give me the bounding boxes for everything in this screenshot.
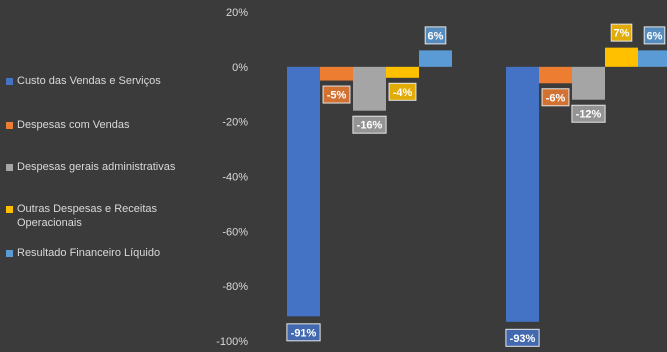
data-label: 6% xyxy=(647,30,663,42)
legend-swatch xyxy=(6,250,13,257)
data-label: -5% xyxy=(327,90,347,102)
bar xyxy=(572,66,605,100)
data-label-box xyxy=(505,328,540,347)
data-label-box xyxy=(643,26,666,45)
bar xyxy=(638,50,667,67)
data-label-box xyxy=(286,323,321,342)
legend-item: Despesas com Vendas xyxy=(6,118,130,132)
data-label-box xyxy=(424,26,447,45)
legend-label: Outras Despesas e Receitas Operacionais xyxy=(17,203,158,229)
data-label-box xyxy=(571,104,606,123)
legend-swatch xyxy=(6,164,13,171)
legend-label: Despesas com Vendas xyxy=(17,119,130,131)
data-label: -16% xyxy=(357,120,383,132)
data-label-box xyxy=(541,88,570,107)
legend-item: Despesas gerais administrativas xyxy=(6,160,175,174)
data-label-box xyxy=(610,23,633,42)
data-label: -91% xyxy=(291,327,317,339)
legend-label: Custo das Vendas e Serviços xyxy=(17,75,161,87)
bar xyxy=(539,66,572,84)
legend-item: Resultado Financeiro Líquido xyxy=(6,246,160,260)
data-label: -12% xyxy=(576,109,602,121)
data-label: -4% xyxy=(393,87,413,99)
data-label-box xyxy=(352,115,387,134)
data-label: -6% xyxy=(546,92,566,104)
legend-swatch xyxy=(6,206,13,213)
data-label: -93% xyxy=(510,333,536,345)
legend-item: Outras Despesas e Receitas Operacionais xyxy=(6,202,206,230)
legend-swatch xyxy=(6,78,13,85)
legend-item: Custo das Vendas e Serviços xyxy=(6,74,161,88)
bar xyxy=(419,50,452,67)
legend-swatch xyxy=(6,122,13,129)
bar xyxy=(287,66,320,317)
bar xyxy=(605,47,638,67)
legend-label: Despesas gerais administrativas xyxy=(17,161,176,173)
data-label: 7% xyxy=(614,28,630,40)
bar xyxy=(386,66,419,78)
y-tick-label: -40% xyxy=(222,172,248,184)
data-label-box xyxy=(322,85,351,104)
data-label-box xyxy=(388,82,417,101)
bar xyxy=(353,66,386,111)
y-tick-label: -100% xyxy=(216,336,248,348)
legend-label: Resultado Financeiro Líquido xyxy=(17,247,161,259)
y-tick-label: 20% xyxy=(226,7,248,19)
bar xyxy=(506,66,539,322)
data-label: 6% xyxy=(428,30,444,42)
y-tick-label: -60% xyxy=(222,226,248,238)
y-tick-label: -20% xyxy=(222,117,248,129)
y-tick-label: 0% xyxy=(232,62,248,74)
y-tick-label: -80% xyxy=(222,281,248,293)
bar xyxy=(320,66,353,81)
